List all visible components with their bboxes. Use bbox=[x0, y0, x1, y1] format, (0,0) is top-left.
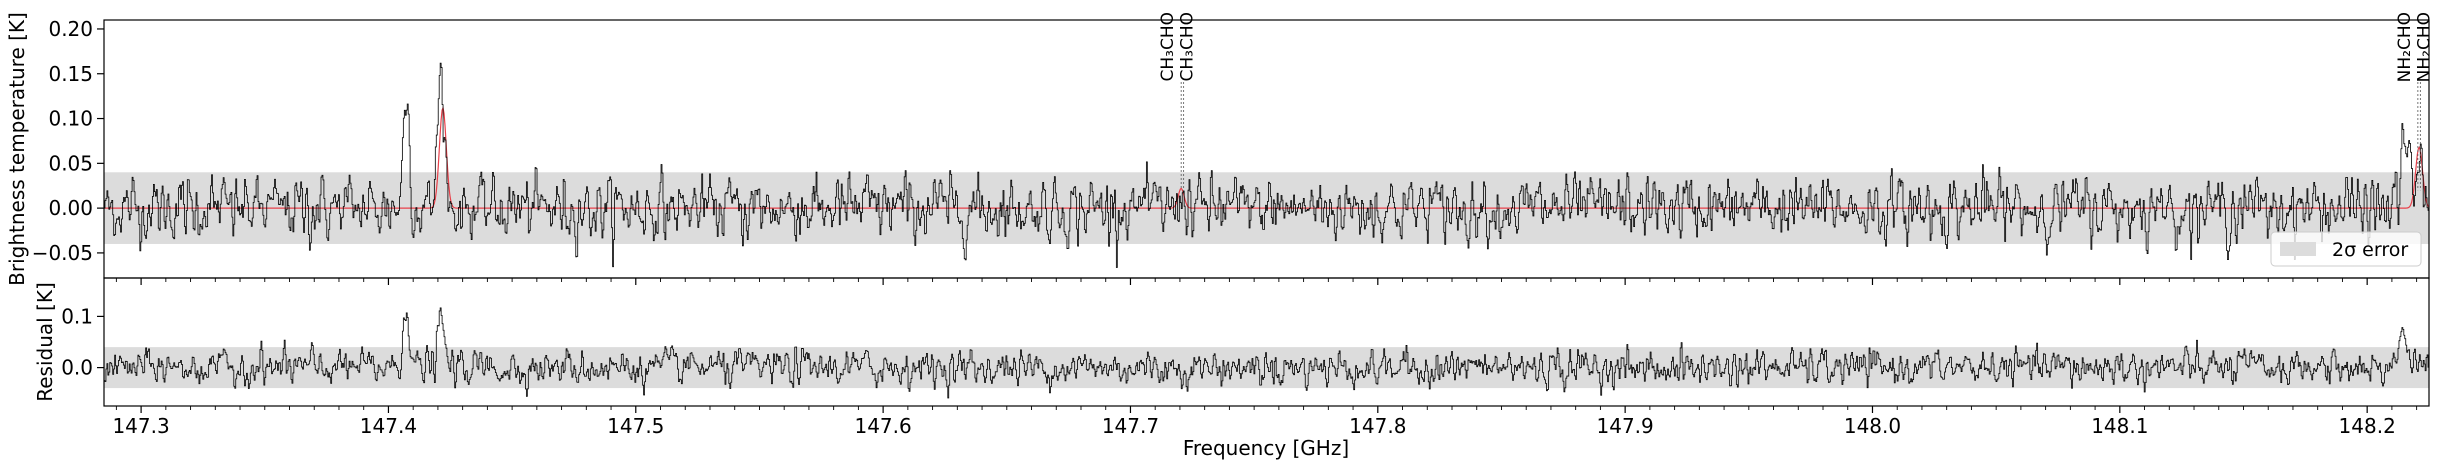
x-tick-label: 147.6 bbox=[854, 414, 911, 438]
legend: 2σ error bbox=[2270, 231, 2422, 267]
y-tick-label: 0.15 bbox=[48, 62, 93, 86]
y-tick-label: 0.05 bbox=[48, 151, 93, 175]
x-tick-label: 147.7 bbox=[1102, 414, 1159, 438]
y-tick-label: 0.10 bbox=[48, 107, 93, 131]
x-tick-label: 148.0 bbox=[1844, 414, 1901, 438]
molecule-label: NH₂CHO bbox=[2395, 12, 2415, 82]
residual-spectrum-line bbox=[104, 307, 2430, 399]
molecule-label: NH₂CHO bbox=[2414, 12, 2434, 82]
x-axis-label: Frequency [GHz] bbox=[1183, 436, 1349, 460]
y-tick-label: 0.20 bbox=[48, 17, 93, 41]
molecule-label: CH₃CHO bbox=[1158, 12, 1178, 82]
residual-panel-frame bbox=[103, 277, 2430, 407]
y-tick-label: 0.0 bbox=[61, 356, 93, 380]
legend-label: 2σ error bbox=[2332, 239, 2408, 261]
x-tick-label: 147.3 bbox=[112, 414, 169, 438]
molecule-label: CH₃CHO bbox=[1178, 12, 1198, 82]
spectrum-y-axis-label: Brightness temperature [K] bbox=[5, 12, 29, 286]
x-tick-label: 147.8 bbox=[1349, 414, 1406, 438]
y-tick-label: −0.05 bbox=[32, 241, 93, 265]
spectrum-panel: CH₃CHO CH₃CHO NH₂CHO NH₂CHO −0.05 0.00 0.05 0.… bbox=[5, 12, 2434, 286]
y-tick-label: 0.1 bbox=[61, 304, 93, 328]
x-tick-label: 147.4 bbox=[360, 414, 417, 438]
y-tick-label: 0.00 bbox=[48, 196, 93, 220]
x-tick-label: 148.2 bbox=[2339, 414, 2396, 438]
residual-panel: 0.0 0.1 147.3 147.4 147.5 147.6 147.7 147.8 147… bbox=[33, 277, 2430, 438]
x-tick-label: 147.9 bbox=[1597, 414, 1654, 438]
legend-swatch-error-band bbox=[2280, 242, 2316, 256]
x-tick-label: 148.1 bbox=[2091, 414, 2148, 438]
residual-y-axis-label: Residual [K] bbox=[33, 282, 57, 402]
observed-spectrum-line bbox=[104, 62, 2430, 268]
x-tick-label: 147.5 bbox=[607, 414, 664, 438]
